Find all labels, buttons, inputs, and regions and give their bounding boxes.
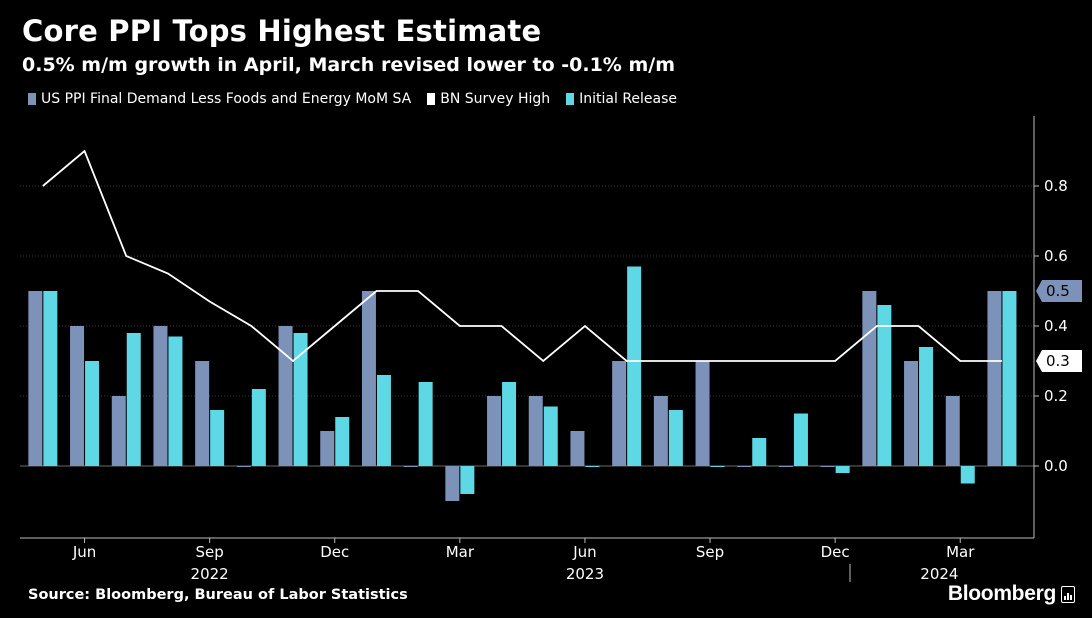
bar-final <box>320 431 335 466</box>
bar-initial <box>835 466 850 473</box>
latest-value-label: 0.5 <box>1046 282 1070 300</box>
bar-initial <box>960 466 975 484</box>
legend-item-initial: Initial Release <box>566 91 677 107</box>
bar-initial <box>43 291 58 466</box>
bar-final <box>904 361 919 466</box>
y-tick-label: 0.4 <box>1044 317 1068 335</box>
bar-initial <box>543 406 558 466</box>
bar-initial <box>293 333 308 466</box>
bar-final <box>236 466 251 467</box>
x-year-label: 2024 <box>920 565 958 583</box>
bar-initial <box>168 336 183 466</box>
bar-final <box>945 396 960 466</box>
x-tick-label: Sep <box>696 543 724 561</box>
legend-label-final: US PPI Final Demand Less Foods and Energ… <box>41 91 412 107</box>
bar-initial <box>85 361 100 466</box>
bar-initial <box>126 333 141 466</box>
x-tick-label: Jun <box>72 543 96 561</box>
x-tick-label: Dec <box>320 543 349 561</box>
bar-initial <box>877 305 892 466</box>
legend-label-survey-high: BN Survey High <box>440 91 551 107</box>
bar-initial <box>418 382 433 466</box>
x-tick-label: Mar <box>446 543 475 561</box>
latest-value-tag <box>1036 280 1082 302</box>
bar-initial <box>502 382 517 466</box>
bloomberg-terminal-icon <box>1061 586 1075 603</box>
bar-final <box>487 396 502 466</box>
source-note: Source: Bloomberg, Bureau of Labor Stati… <box>28 587 408 603</box>
x-tick-label: Jun <box>572 543 596 561</box>
bar-final <box>361 291 376 466</box>
legend-item-survey-high: BN Survey High <box>427 91 550 107</box>
x-year-label: 2022 <box>191 565 229 583</box>
bar-initial <box>752 438 767 466</box>
bar-final <box>737 466 752 467</box>
bar-initial <box>1002 291 1017 466</box>
y-tick-label: 0.6 <box>1044 247 1068 265</box>
bar-final <box>403 466 418 467</box>
x-tick-label: Sep <box>196 543 224 561</box>
bar-final <box>28 291 43 466</box>
bar-initial <box>710 466 725 467</box>
legend-swatch-initial <box>566 93 575 105</box>
bar-initial <box>210 410 225 466</box>
bar-final <box>528 396 543 466</box>
bar-initial <box>919 347 934 466</box>
bloomberg-logo: Bloomberg <box>947 582 1056 605</box>
bar-final <box>862 291 877 466</box>
bar-initial <box>793 413 808 466</box>
chart-title: Core PPI Tops Highest Estimate <box>22 14 542 48</box>
bar-final <box>570 431 585 466</box>
legend-item-final: US PPI Final Demand Less Foods and Energ… <box>28 91 411 107</box>
bar-final <box>278 326 293 466</box>
bar-initial <box>335 417 350 466</box>
bar-initial <box>585 466 600 467</box>
bar-final <box>153 326 168 466</box>
x-year-label: 2023 <box>566 565 604 583</box>
latest-value-label: 0.3 <box>1046 352 1070 370</box>
bar-final <box>195 361 210 466</box>
bar-final <box>695 361 710 466</box>
latest-value-tag <box>1036 350 1082 372</box>
legend-swatch-final <box>28 93 36 105</box>
chart-subtitle: 0.5% m/m growth in April, March revised … <box>22 54 675 76</box>
bar-final <box>778 466 793 467</box>
y-tick-label: 0.0 <box>1044 457 1068 475</box>
bar-final <box>612 361 627 466</box>
y-tick-label: 0.8 <box>1044 177 1068 195</box>
legend: US PPI Final Demand Less Foods and Energ… <box>28 91 677 107</box>
bar-initial <box>251 389 266 466</box>
legend-swatch-survey-high <box>427 93 436 105</box>
bar-initial <box>627 266 642 466</box>
bar-final <box>111 396 126 466</box>
bar-final <box>653 396 668 466</box>
bar-initial <box>668 410 683 466</box>
bar-final <box>987 291 1002 466</box>
line-survey-high <box>42 149 1002 363</box>
bar-initial <box>376 375 391 466</box>
bar-final <box>70 326 85 466</box>
bar-initial <box>460 466 475 494</box>
x-tick-label: Mar <box>946 543 975 561</box>
bar-final <box>445 466 460 501</box>
bar-final <box>820 466 835 467</box>
y-tick-label: 0.2 <box>1044 387 1068 405</box>
x-tick-label: Dec <box>821 543 850 561</box>
legend-label-initial: Initial Release <box>579 91 678 107</box>
